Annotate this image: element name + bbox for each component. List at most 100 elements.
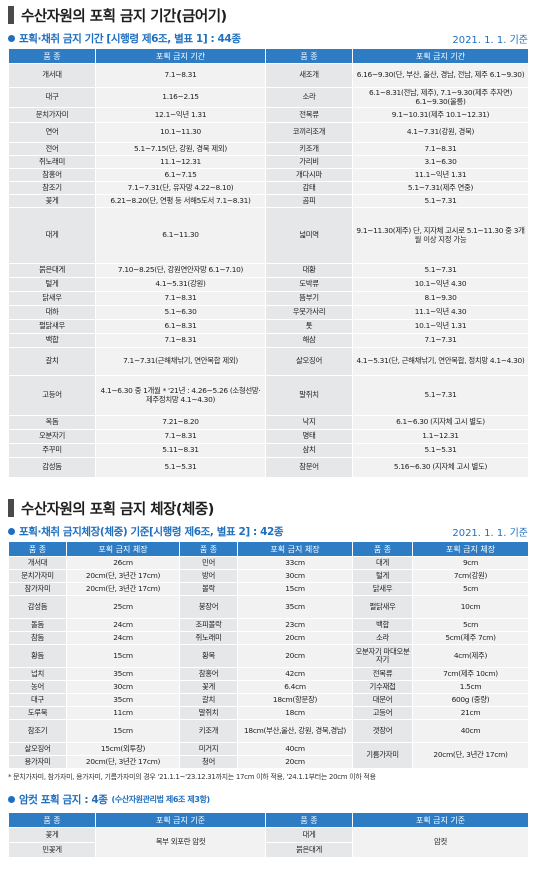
col-header: 품 종 [352, 541, 413, 557]
species-cell: 쥐노래미 [179, 631, 238, 645]
table-row: 갈치 7.1~7.31(근해채낚기, 연안복합 제외) 살오징어 4.1~5.31(단… [8, 347, 529, 376]
bullet-icon [8, 795, 15, 803]
value-cell: 20cm [237, 631, 353, 645]
value-cell: 18cm(부산,울산, 강원, 경북,경남) [237, 719, 353, 743]
value-cell: 15cm [237, 582, 353, 596]
species-cell: 소라 [265, 87, 353, 108]
value-cell: 30cm [66, 680, 180, 694]
species-cell: 문치가자미 [8, 107, 96, 123]
value-cell: 7.1~8.31 [352, 142, 529, 156]
value-cell: 7cm(제주 10cm) [412, 667, 529, 681]
species-cell: 키조개 [265, 142, 353, 156]
species-cell: 쥐노래미 [8, 155, 96, 169]
value-cell: 11.1~익년 1.31 [352, 168, 529, 182]
female-ban-table: 품 종 포획 금지 기준 품 종 포획 금지 기준 꽃게 복부 외포란 암컷 대게 암… [8, 812, 529, 858]
section-bar [8, 499, 14, 517]
table-row: 농어 30cm 꽃게 6.4cm 기수재첩 1.5cm [8, 680, 529, 694]
subtitle-row: 포획·채취 금지 기간 [시행령 제6조, 별표 1] : 44종 2021. … [8, 28, 528, 48]
species-cell: 붕장어 [179, 595, 238, 619]
subtitle-row: 암컷 포획 금지 : 4종 (수산자원관리법 제6조 제3항) [8, 789, 528, 809]
col-header: 품 종 [8, 48, 96, 64]
species-cell: 명태 [265, 429, 353, 444]
species-cell: 펄닭새우 [352, 595, 413, 619]
table-row: 민꽃게 붉은대게 [8, 842, 529, 858]
table-body: 개서대 7.1~8.31 새조개 6.16~9.30(단, 부산, 울산, 경남, 전… [8, 63, 529, 478]
value-cell: 9.1~10.31(제주 10.1~12.31) [352, 107, 529, 123]
species-cell: 말쥐치 [265, 375, 353, 416]
value-cell: 11.1~익년 4.30 [352, 305, 529, 320]
table-row: 참조기 7.1~7.31(단, 유자망 4.22~8.10) 감태 5.1~7.31(… [8, 181, 529, 195]
value-cell: 25cm [66, 595, 180, 619]
value-cell: 15cm [66, 644, 180, 668]
value-cell: 18cm [237, 706, 353, 720]
species-cell: 살오징어 [265, 347, 353, 376]
subtitle-row: 포획·채취 금지체장(체중) 기준[시행령 제6조, 별표 2] : 42종 2… [8, 521, 528, 541]
table-row: 펄닭새우 6.1~8.31 톳 10.1~익년 1.31 [8, 319, 529, 334]
species-cell: 감태 [265, 181, 353, 195]
value-cell: 40cm [412, 719, 529, 743]
species-cell: 옥돔 [8, 415, 96, 430]
value-cell: 6.1~7.15 [95, 168, 266, 182]
table-row: 문치가자미 20cm(단, 3년간 17cm) 방어 30cm 털게 7cm(강원) [8, 569, 529, 583]
value-cell: 9cm [412, 556, 529, 570]
species-cell: 감성돔 [8, 595, 67, 619]
value-cell: 4.1~7.31(강원, 경북) [352, 122, 529, 143]
value-cell: 6.1~6.30 (지자체 고시 별도) [352, 415, 529, 430]
table-row: 털게 4.1~5.31(강원) 도박류 10.1~익년 4.30 [8, 277, 529, 292]
value-cell: 11cm [66, 706, 180, 720]
species-cell: 황복 [179, 644, 238, 668]
table-row: 붉은대게 7.10~8.25(단, 강원연안자망 6.1~7.10) 대황 5.1~7… [8, 263, 529, 278]
closed-season-table: 품 종 포획 금지 기간 품 종 포획 금지 기간 개서대 7.1~8.31 새조개… [8, 48, 529, 478]
species-cell: 황돔 [8, 644, 67, 668]
subtitle-text: 포획·채취 금지체장(체중) 기준[시행령 제6조, 별표 2] : 42종 [19, 525, 284, 538]
table-row: 참가자미 20cm(단, 3년간 17cm) 볼락 15cm 닭새우 5cm [8, 582, 529, 596]
value-cell: 4.1~6.30 중 1개월 * '21년 : 4.26~5.26 (소형선망·… [95, 375, 266, 416]
value-cell: 35cm [66, 693, 180, 707]
species-cell: 돌돔 [8, 618, 67, 632]
table-row: 살오징어 15cm(외투장) 미거지 40cm 기름가자미 20cm(단, 3년간 17c… [8, 742, 529, 769]
value-cell: 6.1~11.30 [95, 207, 266, 264]
col-header: 품 종 [179, 541, 238, 557]
species-cell: 낙지 [265, 415, 353, 430]
value-cell: 5.1~6.30 [95, 305, 266, 320]
species-cell: 펄닭새우 [8, 319, 96, 334]
species-cell: 고등어 [8, 375, 96, 416]
table-row: 감성돔 25cm 붕장어 35cm 펄닭새우 10cm [8, 595, 529, 619]
species-cell: 참가자미 [8, 582, 67, 596]
species-cell: 대하 [8, 305, 96, 320]
species-cell: 조피볼락 [179, 618, 238, 632]
species-cell: 갯장어 [352, 719, 413, 743]
table-body: 개서대 26cm 민어 33cm 대게 9cm 문치가자미 20cm(단, 3년간 17cm)… [8, 556, 529, 769]
species-cell: 민어 [179, 556, 238, 570]
value-cell: 7.1~7.31 [352, 333, 529, 348]
species-cell: 뜸부기 [265, 291, 353, 306]
value-cell: 42cm [237, 667, 353, 681]
value-cell: 4.1~5.31(강원) [95, 277, 266, 292]
species-cell: 살오징어 [8, 742, 67, 756]
species-cell: 백합 [8, 333, 96, 348]
table-row: 백합 7.1~8.31 해삼 7.1~7.31 [8, 333, 529, 348]
species-cell: 참문어 [265, 457, 353, 478]
species-cell: 넓미역 [265, 207, 353, 264]
species-cell: 갈치 [179, 693, 238, 707]
col-header: 포획 금지 체장 [237, 541, 353, 557]
value-cell: 7.1~7.31(근해채낚기, 연안복합 제외) [95, 347, 266, 376]
value-cell: 5cm [412, 582, 529, 596]
value-cell: 10.1~익년 1.31 [352, 319, 529, 334]
value-cell: 35cm [237, 595, 353, 619]
value-cell: 7.21~8.20 [95, 415, 266, 430]
species-cell: 대게 [352, 556, 413, 570]
table-row: 개서대 26cm 민어 33cm 대게 9cm [8, 556, 529, 570]
species-cell: 붉은대게 [8, 263, 96, 278]
value-cell: 암컷 [352, 827, 529, 858]
section-title-size-limit: 수산자원의 포획 금지 체장(체중) [8, 495, 528, 521]
species-cell: 감성돔 [8, 457, 96, 478]
value-cell: 5cm [412, 618, 529, 632]
col-header: 품 종 [265, 48, 353, 64]
subtitle-text: 포획·채취 금지 기간 [시행령 제6조, 별표 1] : 44종 [19, 32, 241, 45]
value-cell: 11.1~12.31 [95, 155, 266, 169]
col-header: 포획 금지 기준 [352, 812, 529, 828]
species-cell: 소라 [352, 631, 413, 645]
value-cell: 40cm [237, 742, 353, 756]
table-row: 대구 1.16~2.15 소라 6.1~8.31(전남, 제주), 7.1~9.30(… [8, 87, 529, 108]
